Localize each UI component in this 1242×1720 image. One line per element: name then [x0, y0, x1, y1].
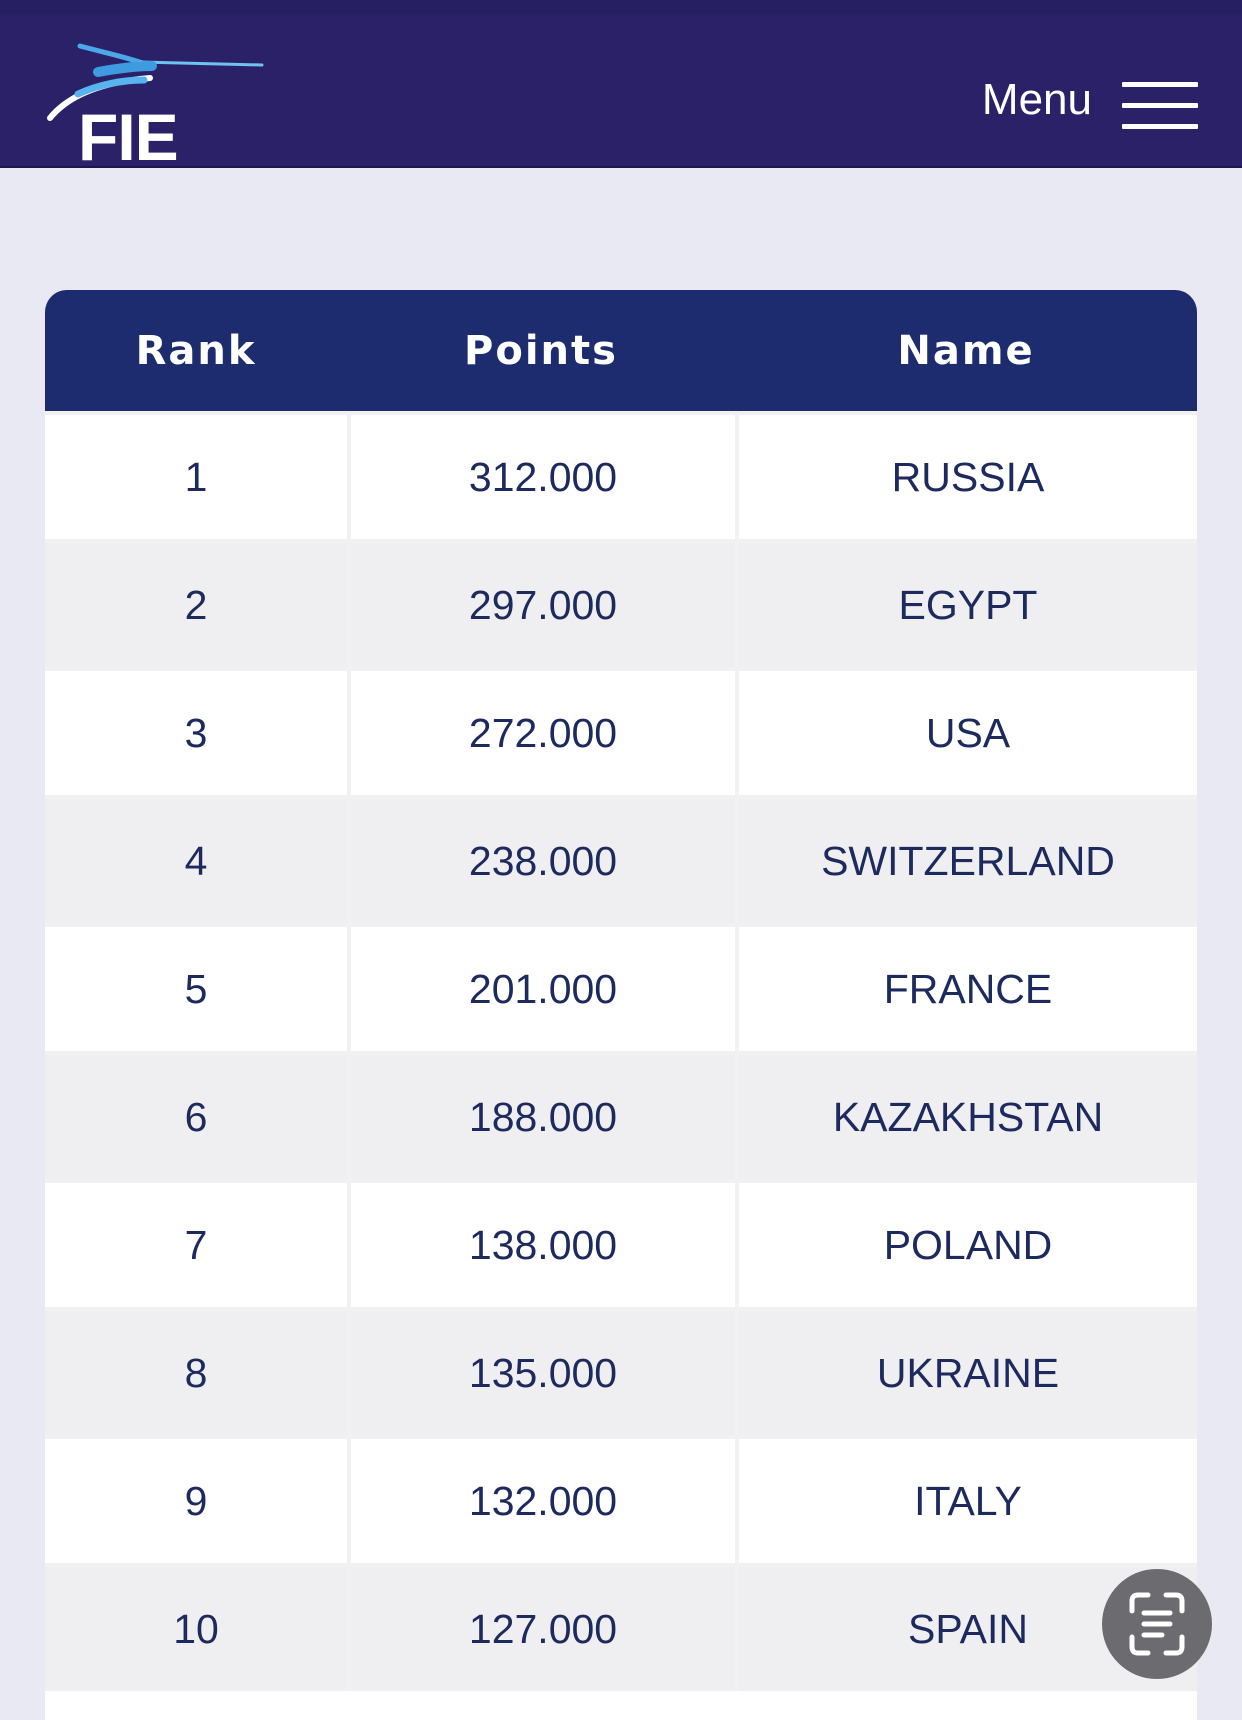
points-cell: 188.000 — [347, 1051, 735, 1179]
table-row[interactable]: 10 127.000 SPAIN — [45, 1563, 1197, 1691]
table-row[interactable]: 8 135.000 UKRAINE — [45, 1307, 1197, 1435]
points-cell: 297.000 — [347, 539, 735, 667]
name-cell[interactable]: SWITZERLAND — [735, 795, 1197, 923]
top-navigation-bar: FIE Menu — [0, 0, 1242, 171]
fie-logo[interactable]: FIE — [40, 36, 290, 171]
rank-cell: 4 — [45, 795, 347, 923]
table-row[interactable]: 9 132.000 ITALY — [45, 1435, 1197, 1563]
menu-label[interactable]: Menu — [981, 75, 1092, 124]
name-cell[interactable]: FRANCE — [735, 923, 1197, 1051]
ranking-table-card: Rank Points Name 1 312.000 RUSSIA 2 297.… — [45, 290, 1197, 1720]
column-header-name[interactable]: Name — [735, 290, 1197, 411]
rank-cell: 2 — [45, 539, 347, 667]
table-row[interactable]: 7 138.000 POLAND — [45, 1179, 1197, 1307]
name-cell[interactable]: EGYPT — [735, 539, 1197, 667]
points-cell: 312.000 — [347, 411, 735, 539]
points-cell: 127.000 — [347, 1563, 735, 1691]
name-cell[interactable]: USA — [735, 667, 1197, 795]
name-cell[interactable]: SPAIN — [735, 1563, 1197, 1691]
points-cell: 132.000 — [347, 1435, 735, 1563]
name-cell[interactable]: ITALY — [735, 1435, 1197, 1563]
column-header-points[interactable]: Points — [347, 290, 735, 411]
points-cell: 238.000 — [347, 795, 735, 923]
table-row[interactable]: 1 312.000 RUSSIA — [45, 411, 1197, 539]
logo-text: FIE — [78, 100, 179, 174]
name-cell[interactable]: KAZAKHSTAN — [735, 1051, 1197, 1179]
rank-cell: 10 — [45, 1563, 347, 1691]
table-row[interactable]: 2 297.000 EGYPT — [45, 539, 1197, 667]
name-cell[interactable]: POLAND — [735, 1179, 1197, 1307]
name-cell[interactable]: RUSSIA — [735, 411, 1197, 539]
table-row[interactable]: 5 201.000 FRANCE — [45, 923, 1197, 1051]
hamburger-menu-icon[interactable] — [1122, 80, 1198, 132]
rank-cell: 3 — [45, 667, 347, 795]
rank-cell: 5 — [45, 923, 347, 1051]
points-cell: 138.000 — [347, 1179, 735, 1307]
points-cell: 272.000 — [347, 667, 735, 795]
points-cell: 201.000 — [347, 923, 735, 1051]
table-row[interactable]: 3 272.000 USA — [45, 667, 1197, 795]
rank-cell: 6 — [45, 1051, 347, 1179]
scan-text-button[interactable] — [1102, 1569, 1212, 1679]
scan-text-icon — [1129, 1592, 1185, 1656]
column-header-rank[interactable]: Rank — [45, 290, 347, 411]
rank-cell: 8 — [45, 1307, 347, 1435]
points-cell: 135.000 — [347, 1307, 735, 1435]
fencer-swoosh-icon — [47, 43, 264, 121]
name-cell[interactable]: UKRAINE — [735, 1307, 1197, 1435]
table-row[interactable]: 6 188.000 KAZAKHSTAN — [45, 1051, 1197, 1179]
table-header-row: Rank Points Name — [45, 290, 1197, 411]
rank-cell: 7 — [45, 1179, 347, 1307]
rank-cell: 9 — [45, 1435, 347, 1563]
table-row[interactable]: 4 238.000 SWITZERLAND — [45, 795, 1197, 923]
rank-cell: 1 — [45, 411, 347, 539]
ranking-table: Rank Points Name 1 312.000 RUSSIA 2 297.… — [45, 290, 1197, 1691]
